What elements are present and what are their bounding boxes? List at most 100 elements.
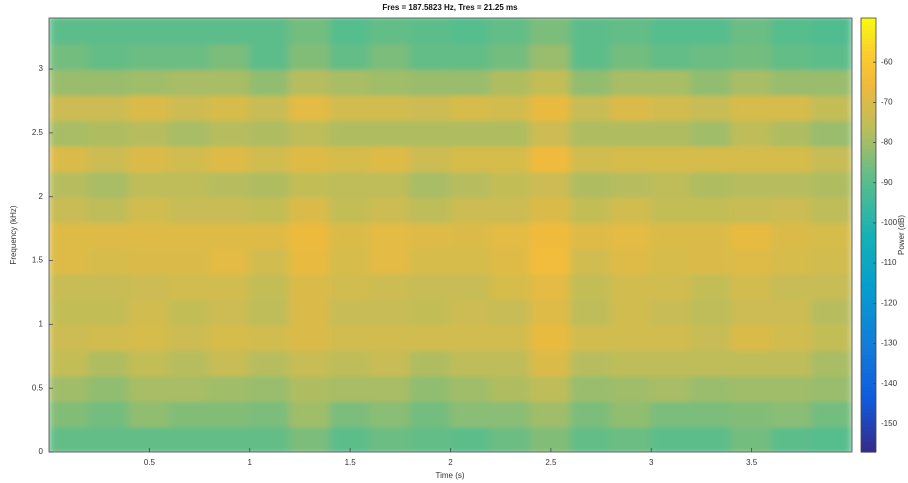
heatmap-cell [489,42,532,71]
heatmap-cell [88,272,131,300]
colorbar-swatch [861,307,876,312]
heatmap-cell [810,348,852,377]
heatmap-cell [168,272,211,300]
heatmap-cell [730,425,773,452]
heatmap-cell [49,93,91,122]
heatmap-cell [208,425,251,452]
heatmap-cell [128,18,171,45]
heatmap-cell [49,297,91,326]
colorbar-swatch [861,404,876,410]
heatmap-cell [409,170,452,198]
heatmap-cell [208,221,251,249]
heatmap-cell [810,221,852,249]
heatmap-cell [409,195,452,224]
colorbar-swatch [861,93,876,99]
heatmap-cell [489,374,532,402]
heatmap-cell [529,68,572,96]
heatmap-cell [288,18,332,45]
heatmap-cell [770,399,813,428]
x-tick-label: 2 [448,458,453,467]
heatmap-cell [128,68,171,96]
heatmap-cell [288,119,332,147]
heatmap-cell [650,425,693,452]
heatmap-cell [610,170,653,198]
x-tick-label: 3.5 [746,458,758,467]
heatmap-cell [569,119,613,147]
heatmap-cell [409,399,452,428]
heatmap-cell [49,246,91,275]
y-tick-label: 1 [39,319,44,328]
heatmap-cell [770,374,813,402]
colorbar-swatch [861,43,876,48]
heatmap-cell [409,18,452,45]
heatmap-cell [88,323,131,351]
heatmap-cell [610,297,653,326]
heatmap-cell [288,323,332,351]
colorbar-swatch [861,144,876,149]
heatmap-cell [690,374,733,402]
colorbar-swatch [861,39,876,44]
heatmap-cell [369,246,412,275]
heatmap-cell [208,323,251,351]
heatmap-cell [650,42,693,71]
heatmap-cell [369,195,412,224]
heatmap-cell [449,348,492,377]
heatmap-cell [49,42,91,71]
colorbar-swatch [861,357,876,363]
colorbar-label: Power (dB) [897,215,906,255]
heatmap-cell [569,93,613,122]
heatmap-cell [329,42,372,71]
colorbar-swatch [861,415,876,421]
heatmap-cell [128,221,171,249]
heatmap-cell [329,348,372,377]
heatmap-cell [88,144,131,173]
heatmap-cell [409,425,452,452]
heatmap-cell [650,246,693,275]
colorbar-swatch [861,50,876,55]
heatmap-cell [88,297,131,326]
heatmap-cell [329,323,372,351]
heatmap-cell [610,18,653,45]
heatmap-cell [529,272,572,300]
heatmap-cell [329,195,372,224]
colorbar-swatch [861,224,876,229]
heatmap-cell [529,374,572,402]
heatmap-cell [810,170,852,198]
colorbar-swatch [861,151,876,157]
heatmap-cell [529,42,572,71]
heatmap-cell [248,272,291,300]
x-tick-label: 0.5 [144,458,156,467]
heatmap-cell [770,93,813,122]
heatmap-cell [730,42,773,71]
heatmap-cell [650,195,693,224]
heatmap-cell [128,119,171,147]
heatmap-cell [49,221,91,249]
heatmap-cell [168,42,211,71]
colorbar-swatch [861,383,876,388]
heatmap-cell [650,144,693,173]
colorbar-swatch [861,101,876,106]
heatmap-cell [810,323,852,351]
heatmap-cell [208,18,251,45]
y-tick-label: 1.5 [32,256,44,265]
heatmap-cell [770,18,813,45]
heatmap-cell [489,68,532,96]
y-tick-label: 3 [39,64,44,73]
colorbar-swatch [861,238,876,243]
heatmap-cell [409,297,452,326]
colorbar-swatch [861,368,876,374]
heatmap-cell [128,246,171,275]
heatmap-cell [690,246,733,275]
colorbar-swatch [861,177,876,182]
heatmap-cell [449,170,492,198]
colorbar-swatch [861,18,876,23]
heatmap-cell [49,119,91,147]
colorbar-swatch [861,271,876,276]
heatmap-cell [168,221,211,249]
heatmap-cell [208,42,251,71]
heatmap-cell [369,374,412,402]
heatmap-cell [168,399,211,428]
heatmap-cell [288,425,332,452]
heatmap-cell [489,399,532,428]
colorbar-swatch [861,314,876,319]
